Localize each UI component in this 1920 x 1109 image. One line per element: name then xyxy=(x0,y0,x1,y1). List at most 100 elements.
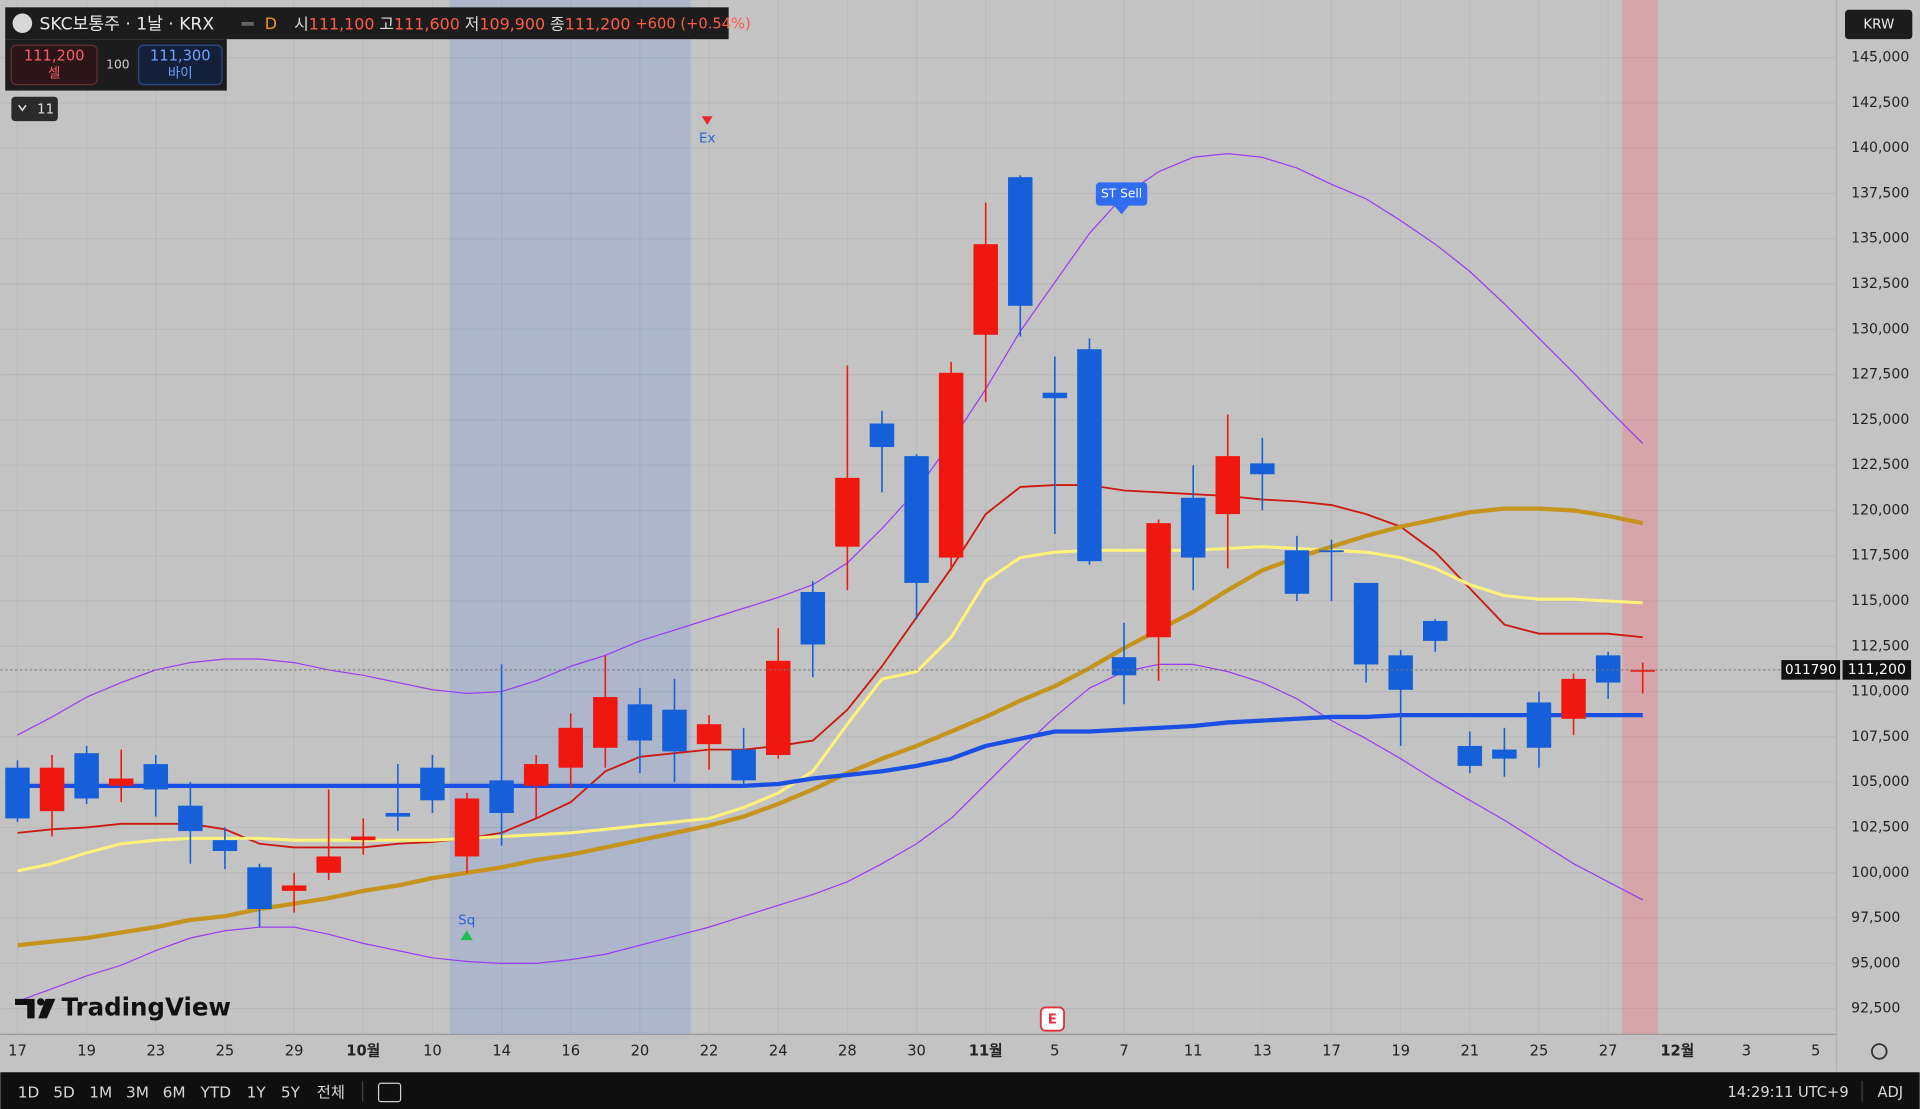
y-tick-label: 135,000 xyxy=(1851,231,1909,247)
x-tick-label: 27 xyxy=(1599,1042,1618,1059)
separator xyxy=(241,22,254,26)
x-tick-label: 10 xyxy=(423,1042,442,1059)
y-tick-label: 97,500 xyxy=(1851,910,1900,926)
x-tick-label: 3 xyxy=(1742,1042,1751,1059)
adj-toggle[interactable]: ADJ xyxy=(1877,1084,1903,1101)
brand-logo xyxy=(15,998,56,1019)
annotation: E xyxy=(1048,1013,1057,1028)
value: 111,600 xyxy=(394,14,460,33)
symbol-name[interactable]: SKC보통주 · 1날 · KRX xyxy=(40,14,215,34)
buy-label: 바이 xyxy=(168,65,193,81)
candle-body xyxy=(1042,392,1068,399)
interval: D xyxy=(265,14,277,33)
session-highlight xyxy=(449,0,691,1035)
last-price-label: 111,200 xyxy=(1848,662,1906,678)
candle-body xyxy=(800,591,826,645)
range-button[interactable]: 3M xyxy=(126,1084,149,1102)
x-tick-label: 24 xyxy=(769,1042,788,1059)
x-tick-label: 21 xyxy=(1460,1042,1479,1059)
candle-body xyxy=(1180,497,1206,558)
candle-body xyxy=(696,724,722,745)
annotation: Ex xyxy=(699,131,716,146)
x-tick-label: 25 xyxy=(1530,1042,1549,1059)
indicator-line xyxy=(17,484,1643,849)
signal-label xyxy=(1095,182,1148,206)
candle-body xyxy=(316,856,341,873)
range-button[interactable]: 1M xyxy=(89,1084,112,1102)
candle-body xyxy=(1526,702,1552,748)
annotation: Sq xyxy=(458,913,475,928)
squeeze-marker xyxy=(460,930,473,941)
range-button[interactable]: 1D xyxy=(18,1084,40,1102)
signal-pointer xyxy=(1114,205,1129,215)
x-tick-label: 12월 xyxy=(1660,1042,1694,1059)
candle-body xyxy=(5,767,30,819)
candle-body xyxy=(143,764,169,790)
y-tick-label: 92,500 xyxy=(1851,1001,1900,1017)
range-button[interactable]: 전체 xyxy=(317,1084,345,1102)
x-tick-label: 13 xyxy=(1253,1042,1272,1059)
settings-icon[interactable] xyxy=(1871,1043,1888,1060)
sell-price: 111,200 xyxy=(24,47,85,64)
y-tick-label: 130,000 xyxy=(1851,321,1909,337)
range-button[interactable]: 5D xyxy=(53,1084,75,1102)
x-tick-label: 17 xyxy=(8,1042,27,1059)
y-tick-label: 145,000 xyxy=(1851,50,1909,66)
legend-bar xyxy=(5,7,729,40)
indicator-line xyxy=(17,663,1644,1002)
quantity[interactable]: 100 xyxy=(106,57,129,71)
date-range-icon[interactable] xyxy=(377,1082,402,1103)
candle-body xyxy=(1388,655,1413,690)
x-tick-label: 5 xyxy=(1050,1042,1059,1059)
range-button[interactable]: 6M xyxy=(163,1084,186,1102)
candle-body xyxy=(904,456,929,583)
exit-marker xyxy=(701,116,713,125)
range-buttons: 1D 5D 1M 3M 6M YTD 1Y 5Y 전체 xyxy=(18,1084,345,1102)
x-tick-label: 10월 xyxy=(346,1042,380,1059)
x-tick-label: 25 xyxy=(216,1042,235,1059)
sell-button[interactable] xyxy=(10,44,98,86)
x-tick-label: 29 xyxy=(285,1042,304,1059)
y-tick-label: 120,000 xyxy=(1851,502,1909,518)
symbol-code: 011790 xyxy=(1785,663,1836,678)
symbol-code-box xyxy=(1781,660,1841,680)
y-tick-label: 140,000 xyxy=(1851,140,1909,156)
candle-body xyxy=(351,836,376,841)
candle-body xyxy=(1319,550,1344,553)
buy-price: 111,300 xyxy=(150,47,211,64)
toolbar xyxy=(0,1072,1920,1109)
x-tick-label: 7 xyxy=(1119,1042,1128,1059)
label: 저 xyxy=(465,14,480,33)
candle-body xyxy=(39,767,65,812)
x-tick-label: 19 xyxy=(1391,1042,1410,1059)
symbol-logo xyxy=(12,13,33,34)
range-button[interactable]: YTD xyxy=(200,1084,231,1102)
candle-body xyxy=(1284,550,1310,594)
last-price-box xyxy=(1842,660,1912,680)
y-tick-label: 132,500 xyxy=(1851,276,1909,292)
candle-body xyxy=(1111,657,1137,676)
y-tick-label: 115,000 xyxy=(1851,593,1909,609)
range-button[interactable]: 1Y xyxy=(247,1084,267,1102)
y-tick-label: 137,500 xyxy=(1851,185,1909,201)
x-tick-label: 11 xyxy=(1184,1042,1203,1059)
earnings-marker[interactable] xyxy=(1039,1006,1065,1032)
value: 109,900 xyxy=(479,14,545,33)
y-tick-label: 110,000 xyxy=(1851,684,1909,700)
x-tick-label: 11월 xyxy=(969,1042,1003,1059)
y-tick-label: 100,000 xyxy=(1851,865,1909,881)
candle-body xyxy=(74,753,99,799)
candle-body xyxy=(1146,523,1171,638)
currency-box[interactable] xyxy=(1844,9,1913,40)
range-button[interactable]: 5Y xyxy=(281,1084,301,1102)
change: +600 (+0.54%) xyxy=(635,15,750,32)
indicator-toggle[interactable] xyxy=(11,96,58,122)
buy-button[interactable] xyxy=(138,44,223,86)
candle-body xyxy=(108,778,134,786)
candle-body xyxy=(1250,463,1275,475)
x-tick-label: 5 xyxy=(1811,1042,1820,1059)
candle-body xyxy=(835,477,860,547)
x-tick-label: 22 xyxy=(700,1042,719,1059)
candle-body xyxy=(454,798,480,857)
